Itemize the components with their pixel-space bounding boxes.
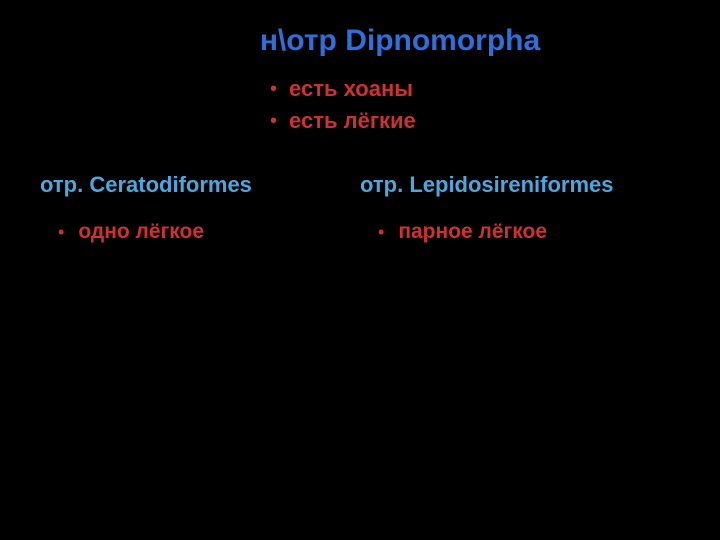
right-column: отр. Lepidosireniformes • парное лёгкое — [360, 172, 660, 245]
bullet-dot-icon: • — [270, 108, 277, 134]
right-subtitle: отр. Lepidosireniformes — [360, 172, 660, 198]
right-sub-bullet: • парное лёгкое — [378, 220, 660, 245]
slide-container: н\отр Dipnomorpha • есть хоаны • есть лё… — [0, 0, 720, 540]
bullet-dot-icon: • — [270, 76, 277, 102]
columns-container: отр. Сeratodiformes • одно лёгкое отр. L… — [40, 172, 680, 245]
left-column: отр. Сeratodiformes • одно лёгкое — [40, 172, 300, 245]
left-sub-bullet-text: одно лёгкое — [78, 220, 204, 244]
top-bullet-list: • есть хоаны • есть лёгкие — [270, 76, 680, 134]
bullet-item: • есть хоаны — [270, 76, 680, 102]
bullet-item: • есть лёгкие — [270, 108, 680, 134]
bullet-dot-icon: • — [58, 220, 64, 245]
bullet-text: есть лёгкие — [289, 108, 416, 134]
right-sub-bullet-text: парное лёгкое — [398, 220, 547, 244]
left-sub-bullet: • одно лёгкое — [58, 220, 300, 245]
slide-title: н\отр Dipnomorpha — [120, 24, 680, 58]
bullet-dot-icon: • — [378, 220, 384, 245]
left-subtitle: отр. Сeratodiformes — [40, 172, 300, 198]
bullet-text: есть хоаны — [289, 76, 413, 102]
